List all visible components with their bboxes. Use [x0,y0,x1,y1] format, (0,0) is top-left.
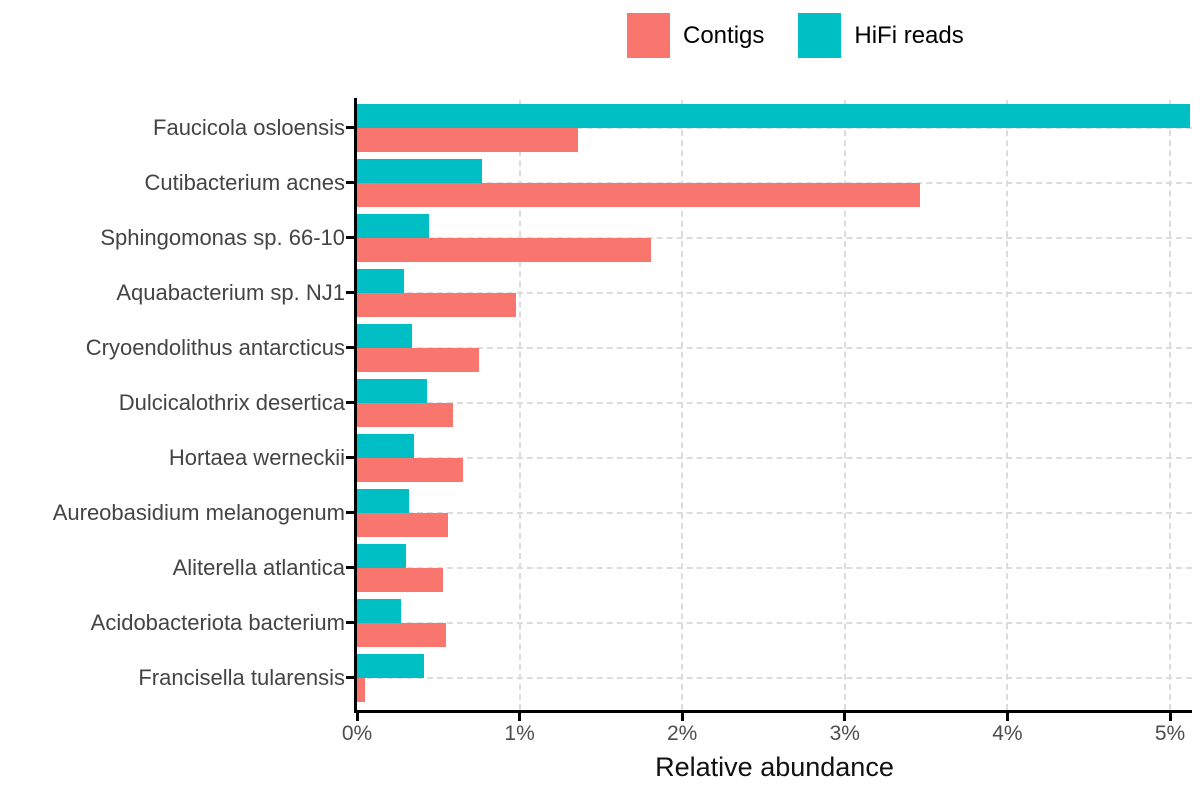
y-axis-tick [346,291,355,294]
y-axis-tick [346,346,355,349]
x-axis-tick [680,713,684,721]
category-label: Aliterella atlantica [172,555,345,580]
y-axis-tick [346,181,355,184]
x-axis-line [354,710,1192,713]
y-axis-tick [346,566,355,569]
legend-swatch-hifi-reads [798,13,842,58]
legend-label-contigs: Contigs [683,21,765,49]
x-axis-title: Relative abundance [655,752,894,782]
gridline-vertical [1169,100,1171,710]
category-label: Faucicola osloensis [153,115,345,140]
category-label: Aquabacterium sp. NJ1 [116,280,345,305]
bar-hifi-reads [357,544,406,568]
y-axis-tick [346,236,355,239]
x-tick-label: 3% [829,722,860,745]
bar-contigs [357,238,652,262]
gridline-vertical [1006,100,1009,710]
y-axis-tick [346,126,355,129]
category-label: Francisella tularensis [138,665,345,690]
x-tick-label: 0% [341,722,373,745]
bar-contigs [357,513,449,537]
x-tick-label: 2% [667,722,698,745]
bar-contigs [357,183,920,207]
bar-contigs [357,293,517,317]
x-tick-label: 4% [992,722,1023,745]
category-label: Cryoendolithus antarcticus [85,335,345,360]
category-label: Sphingomonas sp. 66-10 [100,225,345,250]
x-tick-label: 1% [504,722,535,745]
y-axis-tick [346,621,355,624]
gridline-horizontal [357,237,1192,239]
bar-hifi-reads [357,489,410,513]
bar-contigs [357,403,453,427]
category-label: Hortaea werneckii [168,445,345,470]
gridline-horizontal [357,127,1192,129]
gridline-horizontal [357,512,1192,514]
x-axis-tick [1005,713,1009,721]
bar-hifi-reads [357,159,483,183]
legend-label-hifi-reads: HiFi reads [854,21,964,49]
bar-contigs [357,458,463,482]
y-axis-tick [346,456,355,459]
bar-hifi-reads [357,654,424,678]
category-label: Acidobacteriota bacterium [90,610,345,635]
bar-hifi-reads [357,379,427,403]
bar-contigs [357,623,447,647]
legend-item-hifi-reads: HiFi reads [798,13,964,58]
gridline-horizontal [357,292,1192,294]
y-axis-tick [346,401,355,404]
bar-contigs [357,678,366,702]
gridline-horizontal [357,567,1192,569]
bar-hifi-reads [357,599,401,623]
gridline-horizontal [357,347,1192,349]
bar-hifi-reads [357,104,1190,128]
legend-item-contigs: Contigs [627,13,764,58]
category-label: Dulcicalothrix desertica [118,390,345,415]
category-label: Aureobasidium melanogenum [52,500,345,525]
gridline-horizontal [357,457,1192,459]
y-axis-line [354,98,357,713]
y-axis-tick [346,676,355,679]
bar-hifi-reads [357,269,405,293]
bar-contigs [357,128,579,152]
x-axis-tick [1168,713,1172,721]
gridline-horizontal [357,402,1192,404]
x-tick-label: 5% [1154,722,1186,745]
bar-contigs [357,348,479,372]
gridline-vertical [843,100,846,710]
legend: Contigs HiFi reads [627,13,998,58]
bar-hifi-reads [357,324,413,348]
x-axis-tick [843,713,847,721]
gridline-horizontal [357,622,1192,624]
x-axis-tick [518,713,522,721]
gridline-horizontal [357,677,1192,679]
gridline-vertical [518,100,521,710]
bar-hifi-reads [357,434,414,458]
chart-panel [357,100,1192,710]
category-label: Cutibacterium acnes [144,170,345,195]
gridline-vertical [681,100,684,710]
x-axis-tick [355,713,359,721]
bar-hifi-reads [357,214,429,238]
bar-contigs [357,568,444,592]
legend-swatch-contigs [627,13,670,58]
y-axis-tick [346,511,355,514]
